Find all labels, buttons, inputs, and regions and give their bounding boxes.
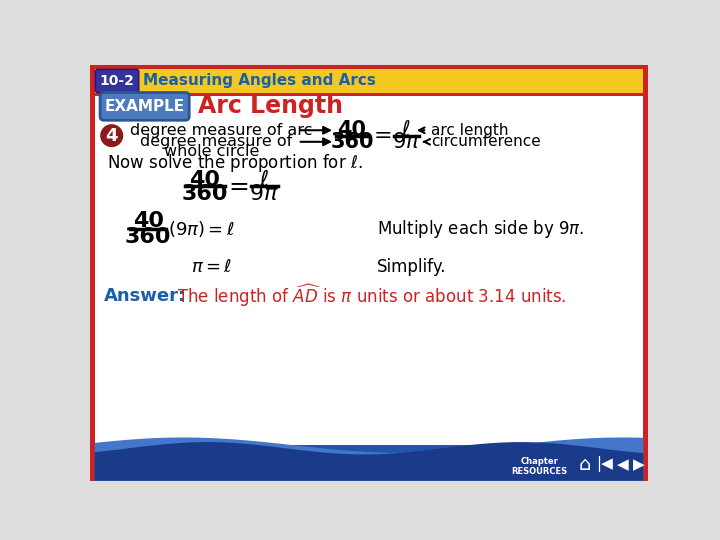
Circle shape [101,125,122,146]
Text: Simplify.: Simplify. [377,258,446,275]
Text: $9\pi$: $9\pi$ [249,184,279,204]
Text: Arc Length: Arc Length [199,94,343,118]
Text: ⌂: ⌂ [578,455,590,474]
Text: 360: 360 [181,184,228,204]
Text: 4: 4 [105,127,118,145]
Text: 40: 40 [132,211,163,231]
Text: =: = [374,126,392,146]
Text: $\ell$: $\ell$ [401,120,411,140]
Text: Now solve the proportion for $\ell$.: Now solve the proportion for $\ell$. [107,152,363,173]
Text: Measuring Angles and Arcs: Measuring Angles and Arcs [143,73,376,89]
Text: Answer:: Answer: [104,287,186,305]
Text: circumference: circumference [431,134,541,149]
Text: Chapter
RESOURCES: Chapter RESOURCES [511,457,567,476]
Text: $\ell$: $\ell$ [259,170,269,190]
Text: 360: 360 [125,226,171,246]
Text: arc length: arc length [431,123,508,138]
Text: EXAMPLE: EXAMPLE [104,99,184,114]
Text: The length of $\widehat{AD}$ is $\pi$ units or about 3.14 units.: The length of $\widehat{AD}$ is $\pi$ un… [177,282,567,309]
Text: ▶: ▶ [633,457,644,472]
Text: 360: 360 [330,132,374,152]
Text: 40: 40 [189,170,220,190]
Text: 40: 40 [338,120,366,140]
Text: ◀: ◀ [617,457,629,472]
FancyBboxPatch shape [94,70,644,92]
Text: $\pi = \ell$: $\pi = \ell$ [191,258,232,275]
Text: Multiply each side by $9\pi$.: Multiply each side by $9\pi$. [377,218,584,240]
FancyBboxPatch shape [94,445,644,481]
Text: |◀: |◀ [596,456,613,472]
Polygon shape [94,437,644,481]
Text: whole circle: whole circle [163,144,259,159]
Text: 10-2: 10-2 [99,74,135,88]
Text: $(9\pi) = \ell$: $(9\pi) = \ell$ [168,219,235,239]
FancyBboxPatch shape [100,92,189,120]
FancyBboxPatch shape [90,65,648,481]
Text: =: = [228,175,249,199]
FancyBboxPatch shape [96,70,139,92]
Polygon shape [94,442,644,481]
Text: degree measure of arc: degree measure of arc [130,123,312,138]
Text: $9\pi$: $9\pi$ [392,132,420,152]
Text: degree measure of: degree measure of [140,134,292,149]
FancyBboxPatch shape [94,96,644,448]
